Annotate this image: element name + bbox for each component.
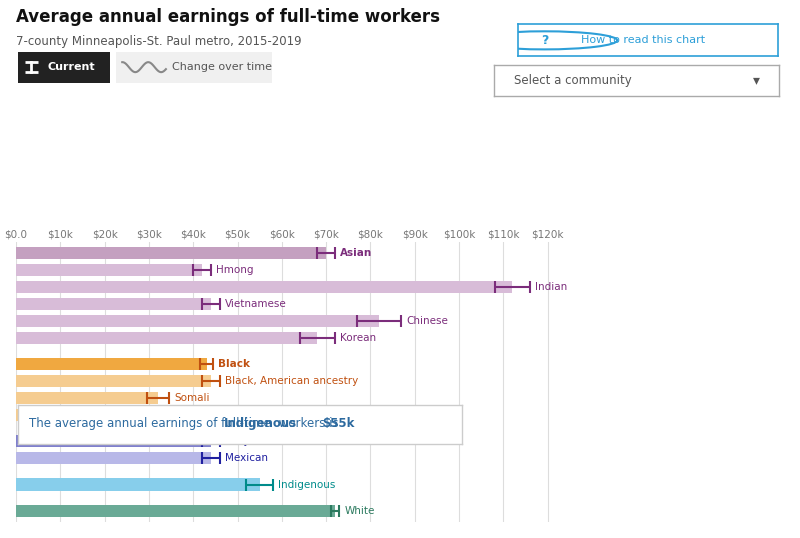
Text: Indigenous: Indigenous [224,417,297,430]
Text: Asian: Asian [340,248,373,258]
Text: Ethiopian: Ethiopian [194,410,243,420]
Text: Hmong: Hmong [216,265,254,275]
Text: White: White [345,506,375,516]
Bar [16,452,211,464]
Text: Mexican: Mexican [225,454,268,463]
Text: Somali: Somali [174,393,210,403]
Text: Black, American ancestry: Black, American ancestry [225,376,358,386]
Text: Chinese: Chinese [406,316,449,326]
Bar [16,375,211,387]
Text: Current: Current [47,62,94,72]
Text: 7-county Minneapolis-St. Paul metro, 2015-2019: 7-county Minneapolis-St. Paul metro, 201… [16,35,302,48]
Bar [16,409,180,421]
Bar [16,478,260,491]
Text: Vietnamese: Vietnamese [225,299,287,309]
Text: workers is: workers is [275,417,342,430]
Bar [16,281,512,293]
Text: Hispanic: Hispanic [225,436,275,447]
Text: Indigenous: Indigenous [278,479,336,490]
Text: Indian: Indian [535,282,567,292]
Text: Average annual earnings of full-time workers: Average annual earnings of full-time wor… [16,8,440,26]
Text: Change over time: Change over time [172,62,272,72]
Text: ▾: ▾ [753,73,760,87]
Bar [16,298,211,310]
Bar [16,264,202,276]
Bar [16,435,211,448]
Text: Select a community: Select a community [514,74,632,87]
Bar [16,247,326,259]
Bar [16,332,318,344]
Bar [16,315,379,327]
Text: Korean: Korean [340,333,377,343]
Bar [16,392,158,404]
Bar [16,505,335,517]
Text: The average annual earnings of full-time: The average annual earnings of full-time [29,417,274,430]
Text: Black: Black [218,359,250,369]
Text: How to read this chart: How to read this chart [581,36,705,45]
Text: ?: ? [541,34,548,47]
Text: $55k: $55k [322,417,354,430]
Bar [16,358,206,370]
